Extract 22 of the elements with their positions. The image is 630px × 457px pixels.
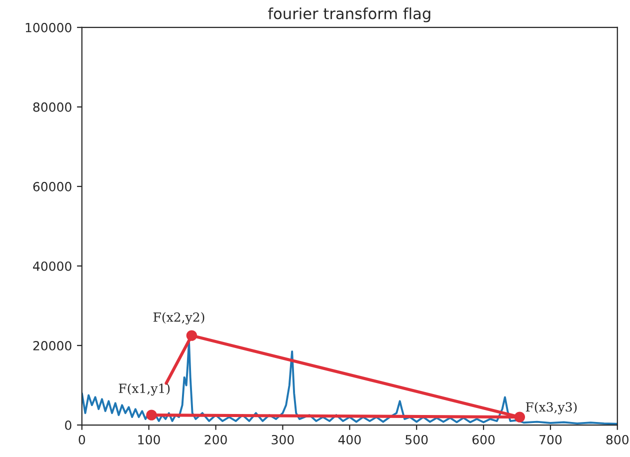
y-tick-label: 80000 bbox=[33, 102, 72, 112]
x-tick-label: 500 bbox=[406, 434, 428, 444]
point bbox=[514, 412, 526, 422]
point bbox=[146, 410, 157, 420]
x-tick-label: 100 bbox=[138, 434, 160, 444]
chart-title: fourier transform flag bbox=[268, 7, 430, 22]
annotation: F(x3,y3) bbox=[526, 402, 577, 414]
x-tick-label: 800 bbox=[606, 434, 628, 444]
y-tick-label: 40000 bbox=[33, 261, 72, 271]
y-tick-label: 60000 bbox=[33, 182, 72, 192]
y-tick-label: 20000 bbox=[33, 340, 72, 350]
x-tick-label: 200 bbox=[204, 434, 227, 444]
annotation: F(x2,y2) bbox=[153, 312, 204, 324]
x-tick-label: 300 bbox=[272, 434, 294, 444]
x-tick-label: 400 bbox=[338, 434, 361, 444]
x-tick-label: 700 bbox=[540, 434, 562, 444]
annotation: F(x1,y1) bbox=[118, 383, 170, 396]
x-tick-label: 600 bbox=[472, 434, 495, 444]
y-tick-label: 0 bbox=[65, 420, 72, 430]
point bbox=[186, 330, 198, 341]
y-tick-label: 100000 bbox=[26, 22, 72, 32]
x-tick-label: 0 bbox=[78, 434, 86, 444]
